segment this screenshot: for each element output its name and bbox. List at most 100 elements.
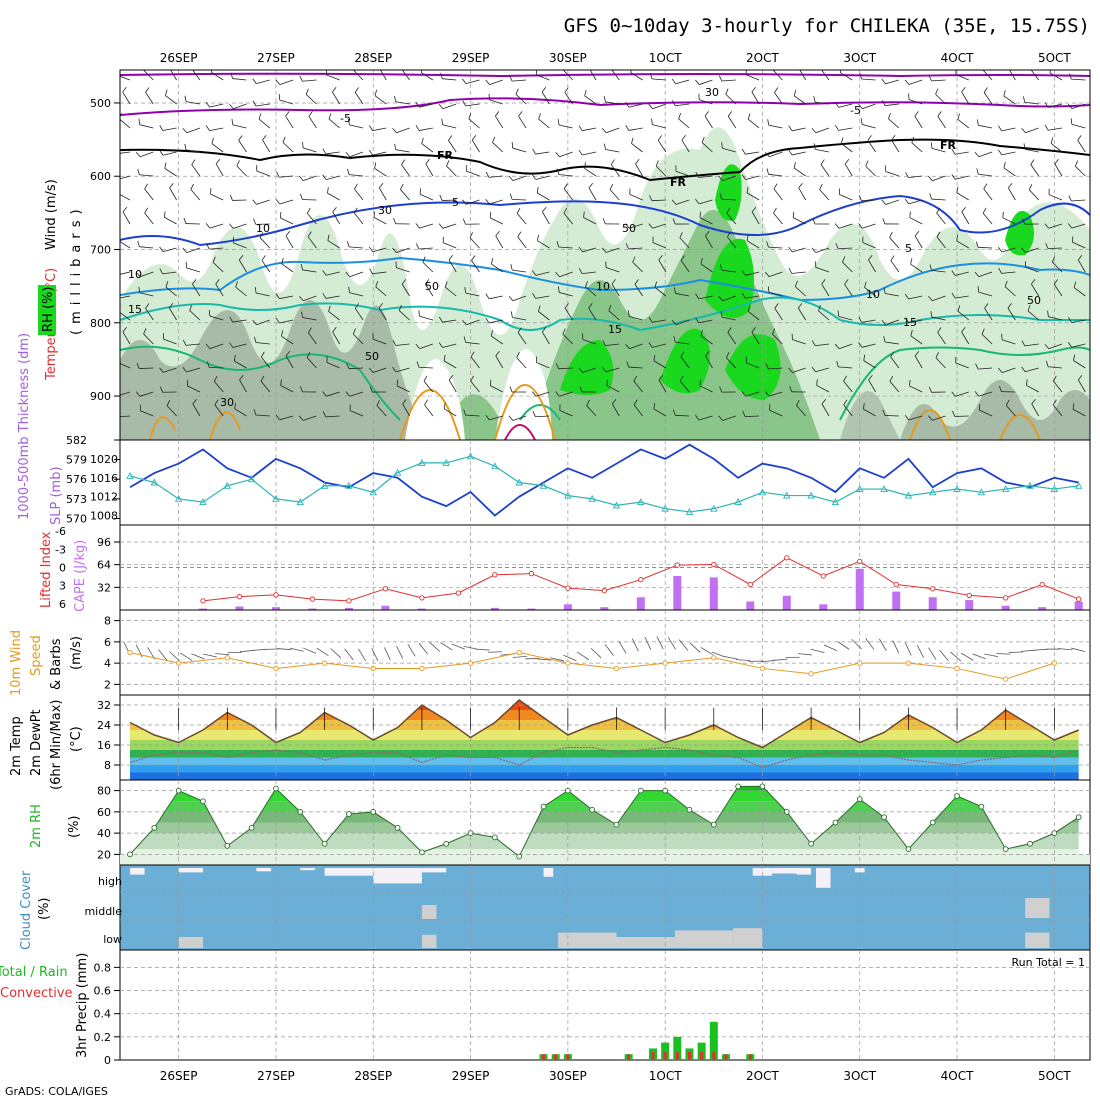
wind-barb (890, 356, 900, 369)
wind-barb-flag (905, 172, 909, 178)
wind-barb-flag (1044, 102, 1049, 108)
wind-barb (489, 295, 503, 300)
wind-barb-flag (555, 391, 560, 397)
rh-marker (370, 809, 377, 815)
wind-barb-flag (113, 412, 116, 417)
wind-speed-marker (565, 660, 571, 666)
cloud-level-labels: high middle low (84, 875, 122, 946)
wind-barb (256, 199, 270, 205)
wind-barb (844, 163, 853, 177)
wind-barb-flag (168, 303, 174, 309)
wind-barb-flag (215, 158, 221, 165)
wind-barb (747, 310, 760, 321)
wind-barb (535, 271, 550, 276)
wind-barb-flag (443, 354, 446, 361)
wind-barb (1054, 163, 1063, 177)
precip-ylabel-conv: Convective (0, 986, 73, 1001)
wind-barb (424, 404, 434, 417)
slp-line (129, 443, 1079, 517)
wind-barb (908, 415, 923, 421)
wind-barb-flag (974, 152, 980, 158)
surface-wind-barb (949, 651, 962, 662)
wind-barb-flag (1003, 162, 1006, 169)
wind-barb (234, 360, 247, 369)
wind-barb (1009, 70, 1016, 81)
wind-barb (698, 199, 713, 205)
wind-barb-flag (299, 75, 303, 82)
wind-barb (768, 291, 783, 297)
wind-barb-flag (1067, 103, 1073, 109)
wind-barb-flag (904, 198, 910, 205)
wind-barb-flag (998, 125, 1003, 132)
wind-barb-flag (298, 296, 304, 302)
wind-barb (768, 173, 783, 177)
wind-barb (1025, 127, 1039, 134)
wind-barb (1005, 405, 1016, 417)
wind-barb-flag (508, 415, 514, 421)
wind-barb-flag (928, 386, 932, 393)
wind-barb (395, 343, 410, 346)
wind-barb (589, 70, 597, 81)
wind-barb (448, 379, 457, 393)
wind-barb-flag (205, 101, 210, 108)
wind-barb (794, 95, 806, 105)
wind-barb (751, 331, 760, 345)
wind-barb-flag (983, 64, 986, 69)
wind-barb (675, 79, 690, 85)
precip-axis: 0.80.60.40.20 (94, 961, 120, 1067)
wind-barb-flag (415, 101, 420, 108)
surface-wind-barb (1058, 648, 1073, 651)
wind-barb (186, 267, 201, 273)
wind-barb (518, 115, 527, 129)
wind-barb-flag (836, 361, 839, 368)
wind-barb-flag (928, 75, 932, 82)
wind-barb (721, 198, 736, 201)
wind-barb (256, 292, 270, 297)
wind-barb (884, 103, 899, 107)
wind-barb-flag (705, 230, 710, 237)
wind-barb-flag (462, 218, 466, 225)
wind-barb-flag (630, 70, 632, 73)
wind-barb-flag (252, 199, 257, 205)
thickness-tick-label: 579 (66, 454, 87, 467)
surface-wind-barb (618, 641, 627, 654)
wind-barb (281, 263, 294, 273)
wind-barb-flag (328, 113, 332, 120)
wind-barb (349, 246, 364, 249)
wind-barb (375, 286, 387, 297)
wind-barb-flag (974, 271, 980, 277)
wind-tick-label: 6 (104, 636, 111, 649)
wind-barb-flag (556, 241, 560, 248)
wind-barb (120, 391, 131, 396)
thickness-marker (928, 488, 937, 496)
wind-barb (145, 92, 154, 105)
wind-barb (1048, 366, 1063, 369)
wind-barb-flag (468, 113, 472, 120)
wind-barb (611, 70, 620, 81)
wind-barb (978, 124, 993, 129)
wind-barb (236, 165, 247, 177)
high-cloud-block (772, 868, 797, 874)
wind-barb-flag (611, 398, 617, 405)
wind-barb (307, 213, 317, 225)
wind-barb (914, 355, 923, 369)
wind-barb (307, 236, 317, 249)
wind-barb (209, 366, 224, 369)
contour-labels: -5 -5 FR FR FR 5 5 10 10 10 15 15 15 30 … (128, 86, 1041, 409)
wind-barb (1072, 241, 1086, 249)
wind-barb-flag (727, 327, 732, 333)
thickness-marker (904, 491, 913, 499)
wind-barb (726, 212, 737, 225)
wind-barb-flag (538, 113, 541, 120)
wind-barb (609, 189, 620, 201)
wind-barb (583, 217, 597, 225)
wind-barb-flag (891, 135, 896, 141)
wind-barb-flag (792, 211, 795, 218)
wind-barb (745, 74, 760, 81)
wind-barb (935, 357, 946, 369)
cape-bar (1001, 605, 1010, 610)
wind-barb (978, 271, 993, 278)
precip-bars (539, 1021, 755, 1060)
wind-barb (885, 199, 900, 205)
wind-barb (821, 403, 830, 417)
